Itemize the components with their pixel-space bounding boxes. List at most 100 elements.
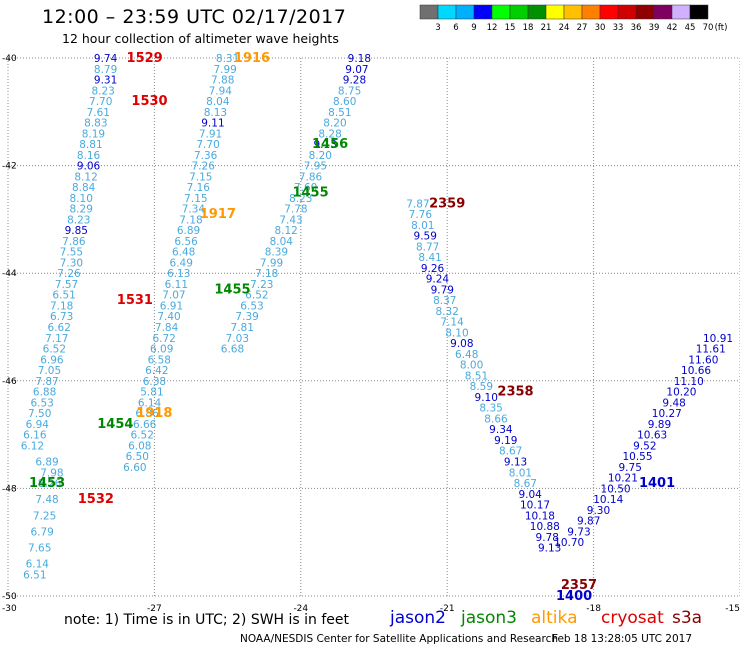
swh-value-label: 7.25	[33, 510, 56, 522]
swh-value-label: 5.81	[140, 387, 163, 399]
colorbar-label: 39	[649, 23, 660, 33]
swh-value-label: 8.66	[484, 413, 508, 425]
swh-value-label: 9.06	[77, 161, 101, 173]
swh-value-label: 10.14	[593, 494, 623, 506]
swh-value-label: 7.86	[299, 171, 323, 183]
swh-value-label: 6.48	[172, 247, 195, 259]
swh-value-label: 7.36	[194, 150, 218, 162]
swh-value-label: 8.59	[470, 381, 493, 393]
colorbar-label: 30	[595, 23, 606, 33]
track-time-labels: 1529 1530 1531 1532 1916 1917 1918 1456 1455 1455…	[29, 51, 675, 604]
swh-value-label: 10.91	[703, 333, 733, 345]
swh-value-label: 10.63	[637, 430, 667, 442]
swh-value-label: 7.03	[226, 333, 249, 345]
swh-value-label: 7.84	[155, 322, 179, 334]
colorbar-label: 36	[631, 23, 642, 33]
swh-value-label: 6.51	[52, 290, 75, 302]
swh-value-label: 8.12	[74, 171, 97, 183]
swh-value-label: 6.42	[145, 365, 168, 377]
swh-value-label: 6.79	[30, 526, 53, 538]
swh-value-label: 7.50	[28, 408, 51, 420]
swh-value-label: 7.65	[28, 543, 51, 555]
swh-value-label: 9.04	[518, 489, 542, 501]
swh-value-label: 6.52	[43, 344, 66, 356]
swh-value-label: 6.12	[21, 440, 44, 452]
swh-value-label: 9.19	[494, 435, 517, 447]
satellite-legend-jason2: jason2	[390, 608, 446, 628]
y-tick-label: -40	[2, 54, 17, 64]
swh-value-label: 7.88	[211, 75, 234, 87]
swh-value-label: 9.28	[343, 75, 366, 87]
track-time-label: 2357	[561, 578, 597, 593]
colorbar-swatch	[581, 4, 601, 20]
swh-value-label: 8.83	[84, 118, 107, 130]
swh-value-label: 8.84	[72, 182, 96, 194]
y-tick-label: -42	[2, 162, 17, 172]
swh-value-label: 10.66	[681, 365, 711, 377]
swh-value-label: 9.48	[662, 397, 685, 409]
swh-value-label: 11.60	[688, 354, 718, 366]
colorbar-label: 27	[577, 23, 588, 33]
swh-value-label: 6.16	[23, 430, 47, 442]
swh-value-label: 9.13	[504, 457, 527, 469]
swh-value-label: 6.53	[30, 397, 53, 409]
swh-value-label: 6.94	[26, 419, 50, 431]
swh-value-label: 8.67	[499, 446, 522, 458]
colorbar-label: 70	[703, 23, 714, 33]
colorbar-swatch	[653, 4, 673, 20]
swh-value-label: 8.29	[70, 204, 93, 216]
swh-value-label: 10.50	[601, 483, 631, 495]
swh-value-label: 6.53	[240, 300, 263, 312]
swh-value-label: 9.34	[489, 424, 513, 436]
swh-data-labels: 9.748.799.318.237.707.618.838.198.818.16…	[21, 53, 733, 581]
satellite-legend-s3a: s3a	[672, 608, 703, 628]
colorbar-label: 42	[667, 23, 678, 33]
track-time-label: 1401	[639, 476, 675, 491]
colorbar-label: 45	[685, 23, 696, 33]
track-time-label: 1532	[78, 492, 114, 507]
swh-value-label: 9.26	[421, 263, 445, 275]
swh-value-label: 7.60	[294, 182, 317, 194]
colorbar-swatch	[455, 4, 475, 20]
swh-value-label: 6.14	[138, 397, 162, 409]
track-time-label: 1917	[200, 207, 236, 222]
y-tick-label: -44	[2, 269, 17, 279]
colorbar-swatch	[545, 4, 565, 20]
swh-value-label: 8.10	[70, 193, 93, 205]
x-tick-label: -27	[147, 604, 162, 614]
colorbar-swatch	[419, 4, 439, 20]
swh-value-label: 6.09	[150, 344, 173, 356]
y-tick-label: -46	[2, 377, 17, 387]
track-time-label: 2358	[497, 385, 533, 400]
colorbar-label: 24	[559, 23, 570, 33]
y-tick-label: -48	[2, 484, 17, 494]
swh-value-label: 6.89	[177, 225, 200, 237]
swh-value-label: 8.20	[309, 150, 332, 162]
swh-value-label: 6.72	[152, 333, 175, 345]
swh-value-label: 8.51	[465, 370, 488, 382]
swh-value-label: 7.30	[60, 257, 83, 269]
colorbar-swatch	[599, 4, 619, 20]
swh-value-label: 7.26	[57, 268, 81, 280]
swh-value-label: 6.52	[245, 290, 268, 302]
swh-value-label: 9.11	[201, 118, 224, 130]
colorbar-label: 21	[541, 23, 552, 33]
swh-value-label: 6.38	[143, 376, 166, 388]
swh-value-label: 7.99	[213, 64, 236, 76]
swh-value-label: 9.89	[648, 419, 671, 431]
track-time-label: 1455	[214, 282, 250, 297]
swh-value-label: 6.52	[131, 430, 154, 442]
swh-value-label: 8.37	[433, 295, 456, 307]
swh-value-label: 8.77	[416, 241, 439, 253]
swh-value-label: 8.19	[82, 128, 105, 140]
y-tick-label: -50	[2, 592, 17, 602]
swh-value-label: 6.11	[165, 279, 188, 291]
colorbar-swatch	[527, 4, 547, 20]
track-time-label: 1454	[97, 417, 133, 432]
swh-value-label: 9.13	[538, 543, 561, 555]
swh-value-label: 7.18	[255, 268, 278, 280]
track-time-label: 1456	[312, 137, 348, 152]
swh-value-label: 8.75	[338, 85, 361, 97]
swh-value-label: 9.75	[619, 462, 642, 474]
colorbar-label: 15	[505, 23, 516, 33]
